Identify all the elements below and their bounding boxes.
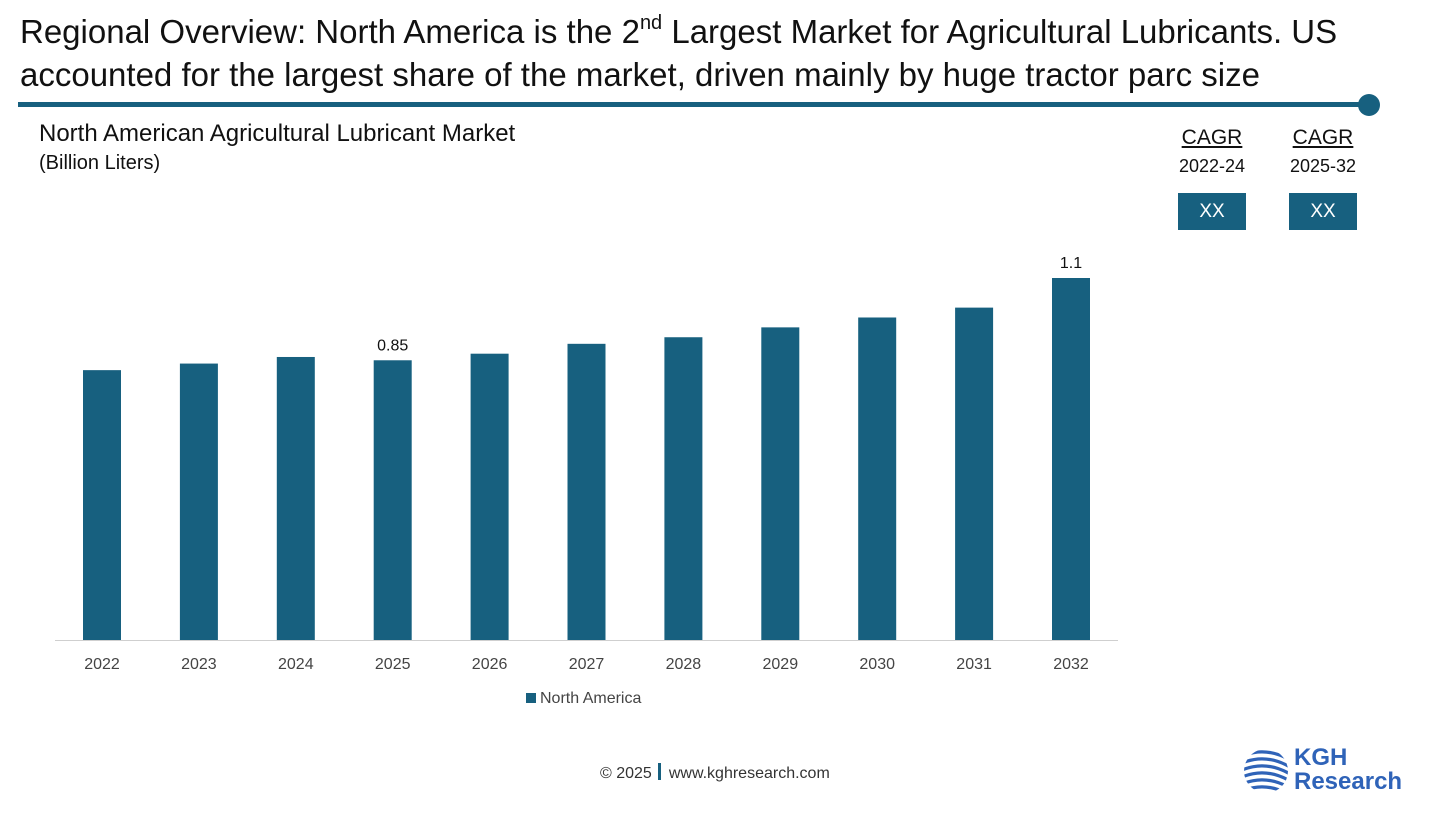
- footer-copyright: © 2025: [600, 765, 652, 782]
- data-label-2025: 0.85: [377, 337, 408, 354]
- x-tick-label: 2032: [1053, 656, 1089, 673]
- cagr-block-2025-32: CAGR 2025-32 XX: [1268, 126, 1378, 230]
- x-tick-label: 2027: [569, 656, 605, 673]
- bar-2028: [664, 337, 703, 640]
- logo-line1: KGH: [1294, 744, 1348, 771]
- bar-2024: [276, 356, 315, 640]
- x-tick-label: 2026: [472, 656, 508, 673]
- cagr-period: 2025-32: [1289, 156, 1357, 176]
- legend-swatch: [526, 693, 536, 703]
- bar-2027: [567, 343, 606, 640]
- footer: © 2025 www.kghresearch.com: [600, 763, 830, 783]
- footer-separator: [657, 763, 661, 780]
- logo-line2: Research: [1294, 768, 1403, 795]
- legend-label: North America: [540, 690, 641, 707]
- x-tick-label: 2024: [278, 656, 314, 673]
- data-label-2032: 1.1: [1060, 255, 1082, 272]
- bar-2025: [373, 360, 412, 640]
- cagr-value-box: XX: [1178, 193, 1246, 230]
- chart-unit-subtitle: (Billion Liters): [39, 152, 161, 174]
- divider-end-dot: [1358, 94, 1380, 116]
- x-tick-label: 2028: [666, 656, 702, 673]
- bar-chart: 2022 2023 2024 2025 0.85 2026 2027 2028 2029 2030…: [55, 255, 1118, 707]
- x-tick-label: 2030: [859, 656, 895, 673]
- x-tick-label: 2025: [375, 656, 411, 673]
- globe-stripes-icon: [1244, 750, 1288, 793]
- kgh-research-logo: KGH Research: [1242, 744, 1412, 798]
- bar-2023: [179, 363, 218, 640]
- headline-part1: Regional Overview: North America is the …: [20, 13, 640, 50]
- bar-2030: [858, 317, 897, 640]
- cagr-block-2022-24: CAGR 2022-24 XX: [1157, 126, 1267, 230]
- headline-divider: [18, 102, 1368, 107]
- logo-wordmark: KGH Research: [1294, 746, 1402, 794]
- headline-part2: Largest Market for Agricultural Lubrican…: [20, 13, 1338, 93]
- x-tick-label: 2023: [181, 656, 217, 673]
- x-tick-label: 2031: [956, 656, 992, 673]
- bar-2022: [83, 370, 121, 640]
- cagr-value-box: XX: [1289, 193, 1357, 230]
- x-tick-label: 2029: [763, 656, 799, 673]
- legend: North America: [526, 690, 641, 707]
- cagr-label: CAGR: [1292, 126, 1354, 149]
- bar-2029: [761, 327, 800, 640]
- cagr-period: 2022-24: [1178, 156, 1246, 176]
- bar-2026: [470, 353, 509, 640]
- chart-title: North American Agricultural Lubricant Ma…: [39, 120, 516, 147]
- bar-2032: [1052, 278, 1090, 640]
- x-tick-label: 2022: [84, 656, 120, 673]
- bar-2031: [955, 307, 994, 640]
- headline-superscript: nd: [639, 12, 663, 34]
- footer-url[interactable]: www.kghresearch.com: [668, 765, 830, 782]
- page-headline: Regional Overview: North America is the …: [20, 10, 1425, 96]
- cagr-label: CAGR: [1181, 126, 1243, 149]
